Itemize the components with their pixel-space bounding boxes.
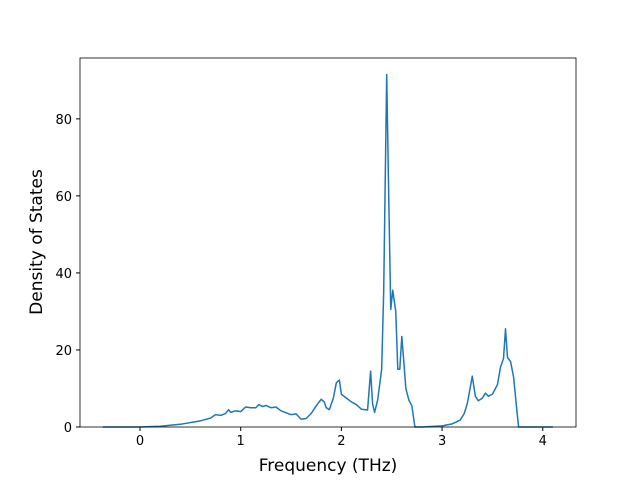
- plot-frame: [79, 57, 577, 428]
- y-axis-label: Density of States: [27, 169, 47, 315]
- y-tick-label: 40: [55, 267, 72, 282]
- x-tick-label: 0: [136, 434, 144, 449]
- y-tick-label: 20: [55, 344, 72, 359]
- y-tick-label: 80: [55, 113, 72, 128]
- line: [102, 73, 553, 428]
- x-tick-label: 1: [237, 434, 245, 449]
- x-tick-label: 2: [337, 434, 345, 449]
- y-tick-label: 60: [55, 190, 72, 205]
- x-tick-label: 4: [539, 434, 547, 449]
- x-axis-label: Frequency (THz): [259, 456, 398, 476]
- y-tick-label: 0: [64, 421, 72, 436]
- x-tick-label: 3: [438, 434, 446, 449]
